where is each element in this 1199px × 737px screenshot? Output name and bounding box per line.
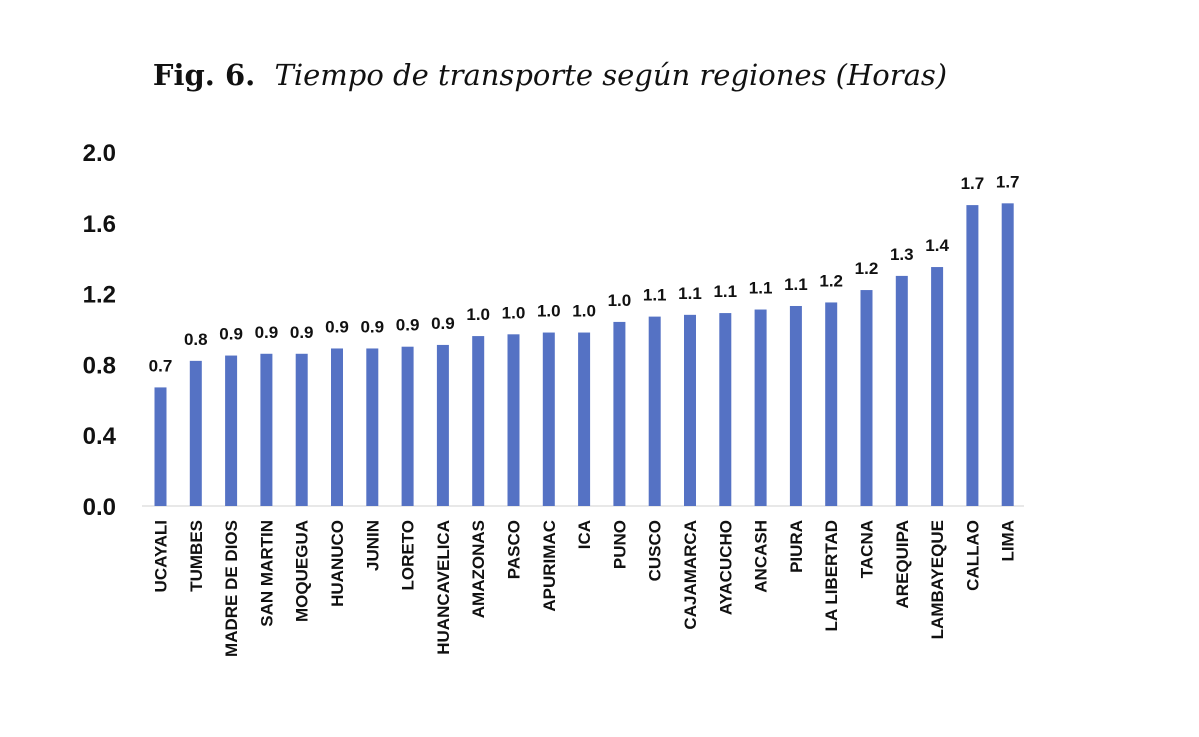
- bar: [648, 316, 661, 506]
- x-tick-label: TUMBES: [187, 520, 206, 592]
- x-tick-label: CUSCO: [646, 520, 665, 581]
- x-tick-label: LORETO: [399, 520, 418, 591]
- bar: [860, 290, 873, 506]
- bar: [401, 346, 414, 506]
- bar: [542, 332, 555, 506]
- bar: [825, 302, 838, 506]
- data-label: 1.1: [678, 284, 702, 303]
- data-label: 0.9: [431, 314, 455, 333]
- y-tick-label: 0.8: [83, 352, 116, 379]
- data-label: 1.2: [819, 271, 843, 290]
- x-tick-label: LAMBAYEQUE: [928, 520, 947, 639]
- x-tick-label: JUNIN: [363, 520, 382, 571]
- x-tick-label: PIURA: [787, 520, 806, 573]
- x-tick-label: PASCO: [505, 520, 524, 579]
- x-tick-label: APURIMAC: [540, 520, 559, 612]
- data-label: 1.0: [572, 302, 596, 321]
- bar: [684, 314, 696, 506]
- data-label: 1.4: [925, 236, 949, 255]
- data-label: 0.9: [219, 325, 243, 344]
- bar: [295, 353, 308, 506]
- data-label: 1.1: [749, 279, 773, 298]
- data-label: 0.9: [255, 323, 279, 342]
- x-tick-label: ANCASH: [752, 520, 771, 593]
- x-tick-label: MADRE DE DIOS: [222, 520, 241, 657]
- x-tick-label: TACNA: [858, 520, 877, 578]
- bar: [366, 348, 379, 506]
- bar: [613, 321, 626, 506]
- x-tick-label: CAJAMARCA: [681, 520, 700, 630]
- x-tick-label: PUNO: [610, 520, 629, 569]
- figure-number: Fig. 6.: [152, 58, 256, 92]
- bar: [260, 353, 273, 506]
- data-label: 0.7: [149, 356, 173, 375]
- x-tick-label: UCAYALI: [152, 520, 171, 592]
- bar: [1001, 203, 1014, 506]
- data-label: 1.3: [890, 245, 914, 264]
- bar: [189, 360, 202, 506]
- x-tick-label: HUANUCO: [328, 520, 347, 607]
- data-label: 0.9: [360, 317, 384, 336]
- bar: [719, 313, 732, 506]
- x-tick-label: AMAZONAS: [469, 520, 488, 618]
- y-tick-label: 0.0: [83, 494, 116, 521]
- data-label: 1.2: [855, 259, 879, 278]
- bar: [154, 387, 167, 506]
- data-label: 1.0: [537, 302, 561, 321]
- bar: [931, 267, 944, 506]
- x-tick-label: LA LIBERTAD: [822, 520, 841, 631]
- data-label: 0.9: [325, 317, 349, 336]
- y-tick-label: 2.0: [83, 140, 116, 167]
- bar: [225, 355, 238, 506]
- bar: [331, 348, 343, 506]
- x-tick-label: ICA: [575, 520, 594, 549]
- bar: [578, 332, 591, 506]
- y-tick-label: 1.6: [83, 211, 116, 238]
- x-tick-label: LIMA: [999, 520, 1018, 562]
- figure-caption: Fig. 6. Tiempo de transporte según regio…: [0, 58, 1100, 92]
- data-label: 0.9: [290, 323, 314, 342]
- x-tick-label: HUANCAVELICA: [434, 520, 453, 655]
- data-label: 1.1: [784, 275, 808, 294]
- x-tick-label: CALLAO: [963, 520, 982, 591]
- data-label: 0.8: [184, 330, 208, 349]
- data-label: 1.0: [466, 305, 490, 324]
- bar: [966, 205, 979, 506]
- data-label: 0.9: [396, 316, 420, 335]
- bar: [507, 334, 520, 506]
- data-label: 1.0: [608, 291, 632, 310]
- x-tick-label: SAN MARTIN: [257, 520, 276, 627]
- bar: [436, 344, 449, 506]
- bar: [895, 275, 908, 506]
- data-label: 1.7: [961, 174, 985, 193]
- x-tick-label: AYACUCHO: [716, 520, 735, 615]
- y-tick-label: 0.4: [83, 423, 117, 450]
- bar: [472, 336, 485, 506]
- y-tick-label: 1.2: [83, 282, 116, 309]
- data-label: 1.0: [502, 303, 526, 322]
- figure-title: Tiempo de transporte según regiones (Hor…: [274, 58, 948, 92]
- x-tick-label: AREQUIPA: [893, 520, 912, 608]
- data-label: 1.7: [996, 172, 1020, 191]
- bar: [789, 305, 802, 506]
- x-tick-label: MOQUEGUA: [293, 520, 312, 622]
- bar: [754, 309, 767, 506]
- data-label: 1.1: [643, 286, 667, 305]
- data-label: 1.1: [713, 282, 737, 301]
